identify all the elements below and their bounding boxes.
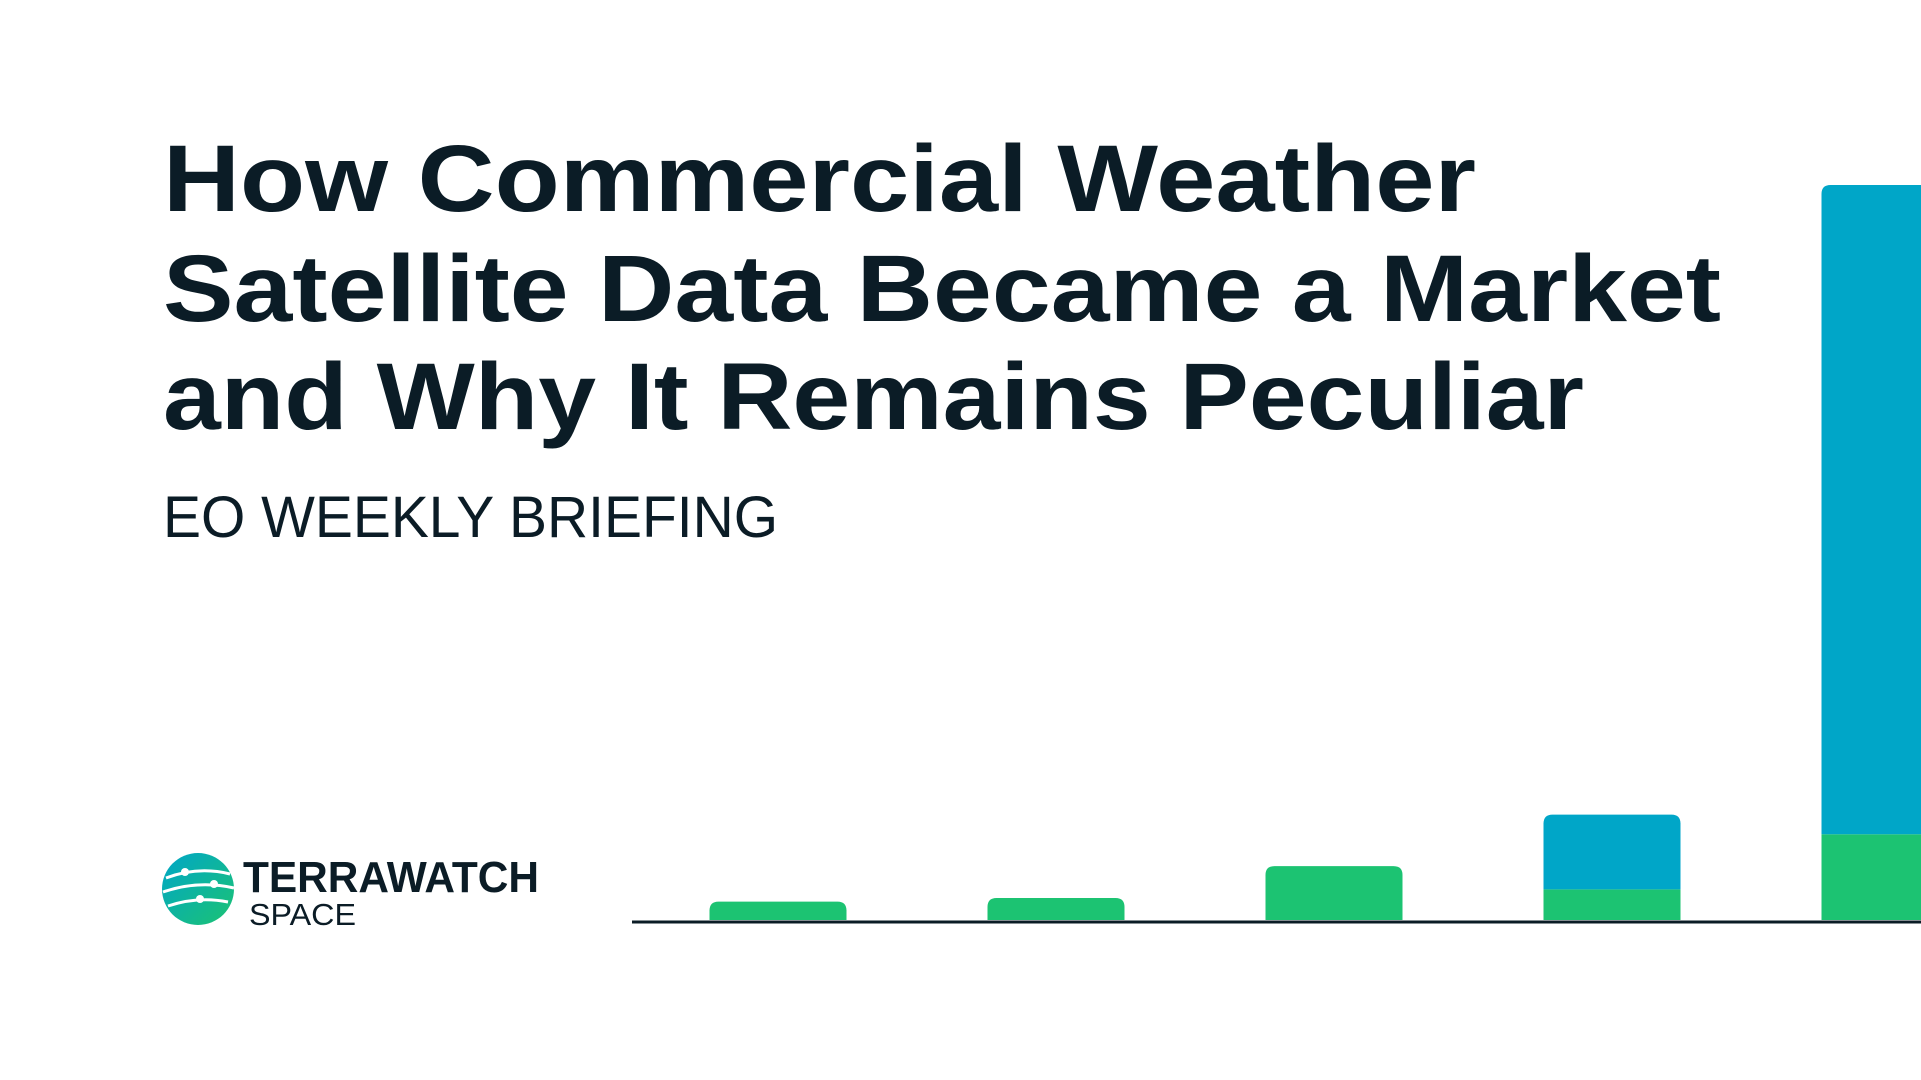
bar-segment bbox=[1543, 814, 1681, 890]
title-line: Satellite Data Became a Market bbox=[163, 236, 1721, 342]
title-line: and Why It Remains Peculiar bbox=[163, 344, 1584, 450]
bar-segment bbox=[1821, 185, 1921, 835]
logo-name: TERRAWATCH bbox=[243, 853, 539, 902]
logo-dot bbox=[181, 868, 189, 876]
title-line: How Commercial Weather bbox=[163, 126, 1476, 232]
logo-dot bbox=[210, 880, 218, 888]
logo-sub: SPACE bbox=[249, 897, 356, 932]
bar-segment bbox=[1821, 834, 1921, 920]
bar-segment bbox=[987, 897, 1125, 920]
bar-segment bbox=[1543, 889, 1681, 920]
bar-segment bbox=[1265, 866, 1403, 920]
logo-dot bbox=[196, 895, 204, 903]
logo: TERRAWATCH SPACE bbox=[162, 853, 539, 932]
subtitle: EO WEEKLY BRIEFING bbox=[163, 485, 778, 550]
bar-segment bbox=[709, 901, 847, 920]
